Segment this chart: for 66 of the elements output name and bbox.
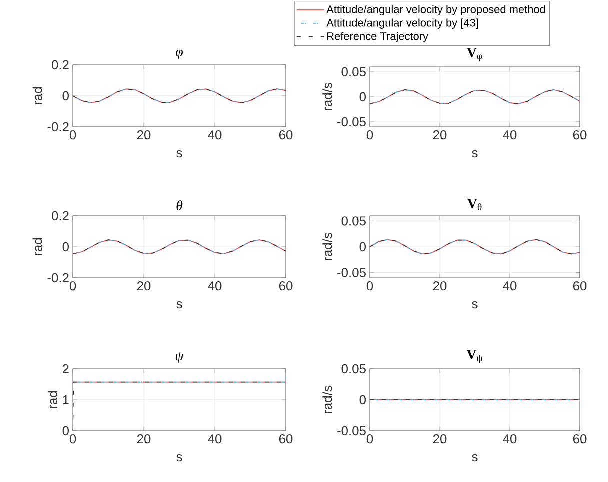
y-tick-label: 0 (62, 91, 69, 101)
x-tick-label: 60 (573, 434, 587, 444)
chart-title: V$_{θ}$ (468, 199, 482, 210)
x-tick-label: 40 (503, 434, 517, 444)
y-tick-label: 0 (62, 242, 69, 252)
x-tick-label: 60 (279, 434, 293, 444)
chart-title: φ (176, 50, 183, 60)
x-tick-label: 20 (433, 282, 447, 291)
x-tick-label: 20 (433, 434, 447, 444)
x-tick-label: 20 (433, 130, 447, 140)
y-axis-title: rad/s (322, 83, 332, 111)
y-tick-label: 0.05 (342, 364, 366, 374)
x-axis-title: s (472, 150, 478, 158)
x-tick-label: 0 (366, 282, 374, 291)
x-tick-label: 60 (573, 282, 587, 291)
y-tick-label: 0.05 (342, 216, 366, 226)
x-axis-title: s (176, 302, 182, 309)
y-tick-label: 0.2 (52, 60, 69, 70)
chart-title: θ (176, 200, 183, 211)
x-axis-title: s (472, 454, 478, 462)
y-tick-label: 0 (360, 242, 366, 252)
y-tick-label: 2 (62, 364, 69, 374)
x-tick-label: 40 (208, 282, 222, 291)
x-tick-label: 20 (137, 282, 151, 291)
line-series (73, 240, 286, 254)
x-axis-title: s (472, 302, 478, 309)
x-tick-label: 40 (208, 434, 222, 444)
chart-title: ψ (176, 352, 184, 364)
y-axis-title: rad (48, 391, 58, 408)
y-tick-label: -0.05 (338, 268, 366, 278)
y-tick-label: 0.05 (342, 67, 366, 77)
x-tick-label: 0 (70, 282, 76, 291)
x-axis-title: s (176, 150, 182, 158)
legend-label: Attitude/angular velocity by proposed method (326, 5, 546, 16)
y-axis-title: rad (32, 238, 42, 256)
y-tick-label: 0 (360, 92, 366, 102)
x-tick-label: 0 (366, 434, 374, 444)
x-tick-label: 0 (70, 130, 76, 140)
x-tick-label: 60 (279, 130, 293, 140)
x-tick-label: 40 (208, 130, 222, 140)
x-tick-label: 0 (366, 130, 374, 140)
x-tick-label: 0 (70, 434, 76, 444)
legend-label: Attitude/angular velocity by [43] (326, 18, 478, 29)
chart-title: V$_{φ}$ (467, 48, 482, 62)
x-tick-label: 20 (137, 130, 151, 140)
y-tick-label: -0.05 (338, 426, 366, 436)
line-series (370, 239, 580, 255)
chart-title: V$_{ψ}$ (466, 350, 483, 364)
x-tick-label: 40 (503, 282, 517, 291)
legend-label: Reference Trajectory (328, 32, 428, 42)
y-tick-label: 0.2 (52, 211, 69, 221)
y-tick-label: 1 (63, 396, 69, 404)
y-tick-label: -0.2 (48, 122, 69, 132)
x-tick-label: 60 (279, 282, 293, 291)
y-tick-label: -0.05 (338, 117, 366, 127)
x-tick-label: 60 (573, 130, 587, 140)
y-tick-label: 0 (62, 426, 69, 436)
y-tick-label: 0 (360, 395, 366, 405)
y-axis-title: rad (32, 87, 42, 104)
x-axis-title: s (176, 454, 182, 462)
x-tick-label: 20 (137, 434, 151, 444)
line-series (370, 90, 580, 104)
x-tick-label: 40 (503, 130, 517, 140)
y-axis-title: rad/s (322, 386, 332, 414)
y-axis-title: rad/s (322, 233, 332, 261)
y-tick-label: -0.2 (48, 273, 69, 283)
